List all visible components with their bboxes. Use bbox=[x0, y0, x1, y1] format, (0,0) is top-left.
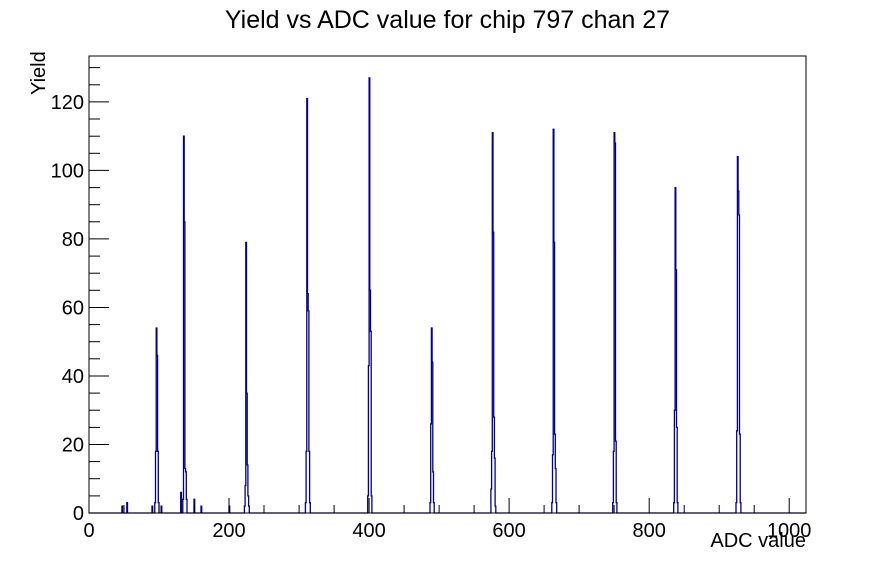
x-tick-label: 0 bbox=[83, 520, 94, 542]
y-tick-label: 120 bbox=[51, 92, 84, 114]
y-tick-label: 0 bbox=[73, 503, 84, 525]
y-tick-label: 60 bbox=[62, 298, 84, 320]
y-tick-label: 40 bbox=[62, 366, 84, 388]
x-tick-label: 200 bbox=[212, 520, 245, 542]
x-tick-label: 400 bbox=[352, 520, 385, 542]
x-axis-title: ADC value bbox=[710, 530, 806, 552]
plot-frame bbox=[88, 55, 807, 514]
x-tick-label: 800 bbox=[633, 520, 666, 542]
x-tick-label: 600 bbox=[492, 520, 525, 542]
x-tick-label: 1000 bbox=[767, 520, 812, 542]
y-tick-label: 100 bbox=[51, 160, 84, 182]
chart-title: Yield vs ADC value for chip 797 chan 27 bbox=[224, 6, 671, 34]
y-tick-label: 20 bbox=[62, 435, 84, 457]
y-tick-label: 80 bbox=[62, 229, 84, 251]
histogram-line bbox=[89, 77, 806, 514]
